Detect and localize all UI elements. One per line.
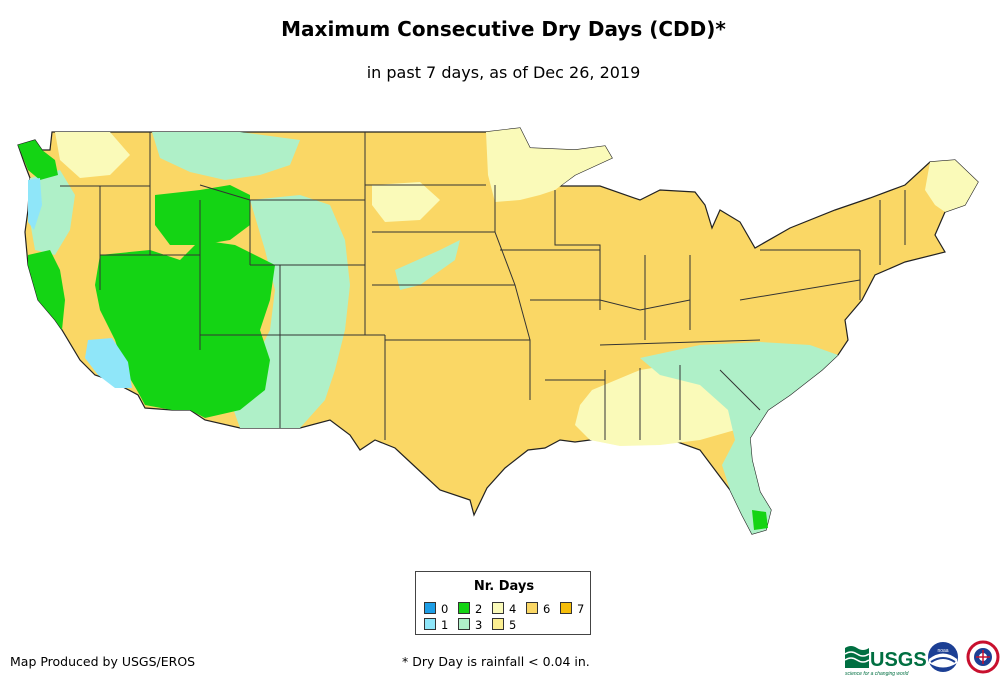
legend-swatch-0 [424, 602, 436, 614]
legend-swatch-3 [458, 618, 470, 630]
legend-item-6: 6 [526, 602, 550, 616]
zone-4-days-upper-midwest [486, 128, 612, 202]
dry-day-note: * Dry Day is rainfall < 0.04 in. [402, 654, 590, 669]
legend-item-7: 7 [560, 602, 584, 616]
legend-title: Nr. Days [473, 579, 535, 594]
legend-item-5: 5 [492, 618, 516, 632]
zone-4-days-new-england [925, 160, 978, 212]
legend-swatch-6 [526, 602, 538, 614]
zone-1-day-southern-california [85, 338, 132, 388]
producer-credit: Map Produced by USGS/EROS [10, 654, 196, 669]
legend-swatch-7 [560, 602, 572, 614]
svg-text:science for a changing world: science for a changing world [845, 671, 909, 677]
legend-item-3: 3 [458, 618, 482, 632]
state-boundaries [60, 132, 906, 440]
usgs-logo: USGS science for a changing world [844, 646, 927, 677]
legend-item-2: 2 [458, 602, 482, 616]
zone-4-days-northwest [55, 132, 130, 178]
legend-swatch-4 [492, 602, 504, 614]
map-subtitle: in past 7 days, as of Dec 26, 2019 [366, 63, 641, 82]
legend: Nr. Days 0 1 2 3 4 5 6 7 [415, 571, 591, 635]
zone-3-days-plains-strip [395, 240, 460, 290]
zone-2-days-washington [18, 140, 58, 180]
agency-logos: USGS science for a changing world noaa [844, 640, 1000, 677]
zone-2-days-southwest [95, 240, 275, 418]
nws-logo [966, 640, 1000, 674]
legend-item-4: 4 [492, 602, 516, 616]
zone-2-days-florida-tip [752, 510, 768, 530]
svg-text:noaa: noaa [937, 648, 948, 654]
map-title: Maximum Consecutive Dry Days (CDD)* [281, 17, 726, 41]
legend-swatch-5 [492, 618, 504, 630]
zone-2-days-idaho [155, 185, 250, 245]
noaa-logo: noaa [928, 642, 958, 672]
legend-swatch-1 [424, 618, 436, 630]
zone-3-days-southeast [640, 342, 838, 534]
legend-item-1: 1 [424, 618, 448, 632]
svg-text:USGS: USGS [870, 649, 927, 671]
zone-3-days-north-rockies [152, 132, 300, 180]
legend-item-0: 0 [424, 602, 448, 616]
zone-1-day-oregon-coast [28, 178, 42, 230]
legend-swatch-2 [458, 602, 470, 614]
zone-2-days-california [28, 250, 65, 330]
zone-4-days-dakotas [372, 182, 440, 222]
